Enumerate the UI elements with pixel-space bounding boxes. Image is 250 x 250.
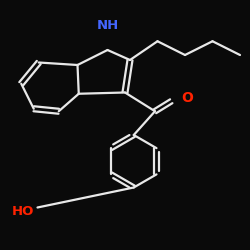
Text: HO: HO [11, 205, 34, 218]
Text: NH: NH [96, 19, 119, 32]
Text: O: O [181, 91, 193, 105]
